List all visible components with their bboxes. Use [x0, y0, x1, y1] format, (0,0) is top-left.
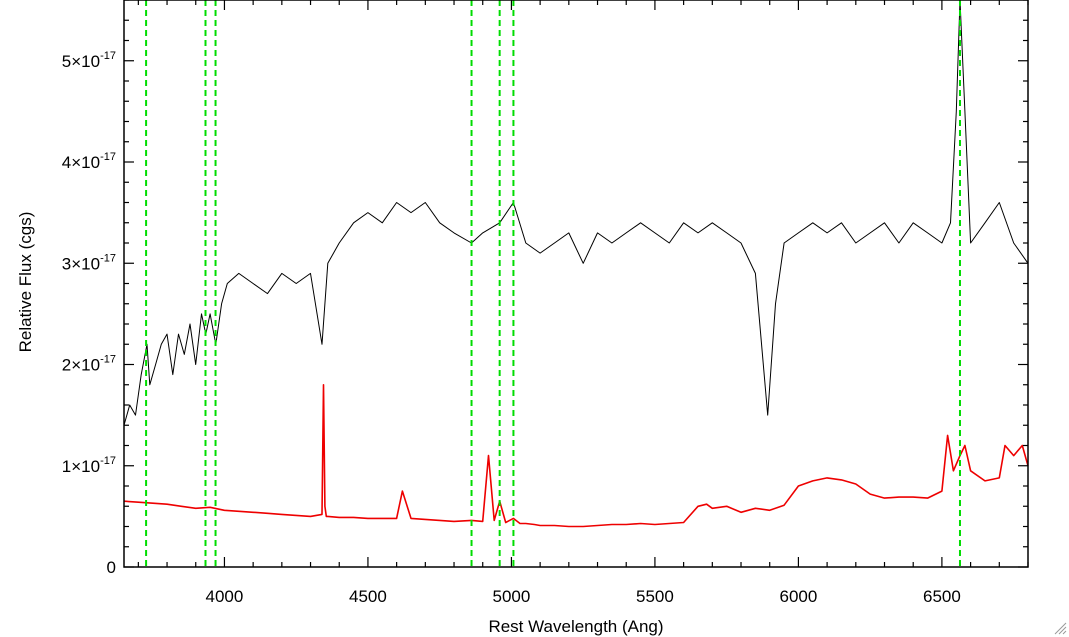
- y-tick-label: 0: [107, 558, 116, 577]
- x-axis-title: Rest Wavelength (Ang): [488, 617, 663, 636]
- x-tick-label: 4500: [349, 587, 387, 606]
- resize-grip-icon[interactable]: [1053, 621, 1067, 635]
- x-tick-label: 5500: [636, 587, 674, 606]
- plot-content: [123, 0, 1029, 567]
- x-tick-label: 6500: [923, 587, 961, 606]
- x-tick-label: 4000: [206, 587, 244, 606]
- x-tick-label: 6000: [779, 587, 817, 606]
- y-tick-label: 1×10-17: [62, 455, 116, 476]
- y-tick-label: 5×10-17: [62, 50, 116, 71]
- plot-frame: [123, 0, 1029, 568]
- y-tick-label: 4×10-17: [62, 151, 116, 172]
- series-line-0: [123, 0, 1029, 426]
- x-tick-label: 5000: [493, 587, 531, 606]
- y-tick-label: 3×10-17: [62, 252, 116, 273]
- x-tick-labels: 4000 4500 5000 5500 6000 6500: [206, 587, 961, 606]
- axis-ticks: [124, 0, 1029, 568]
- y-tick-labels: 0 1×10-17 2×10-17 3×10-17 4×10-17 5×10-17: [62, 50, 116, 577]
- y-tick-label: 2×10-17: [62, 354, 116, 375]
- y-axis-title: Relative Flux (cgs): [16, 212, 35, 353]
- series-line-1: [123, 383, 1029, 528]
